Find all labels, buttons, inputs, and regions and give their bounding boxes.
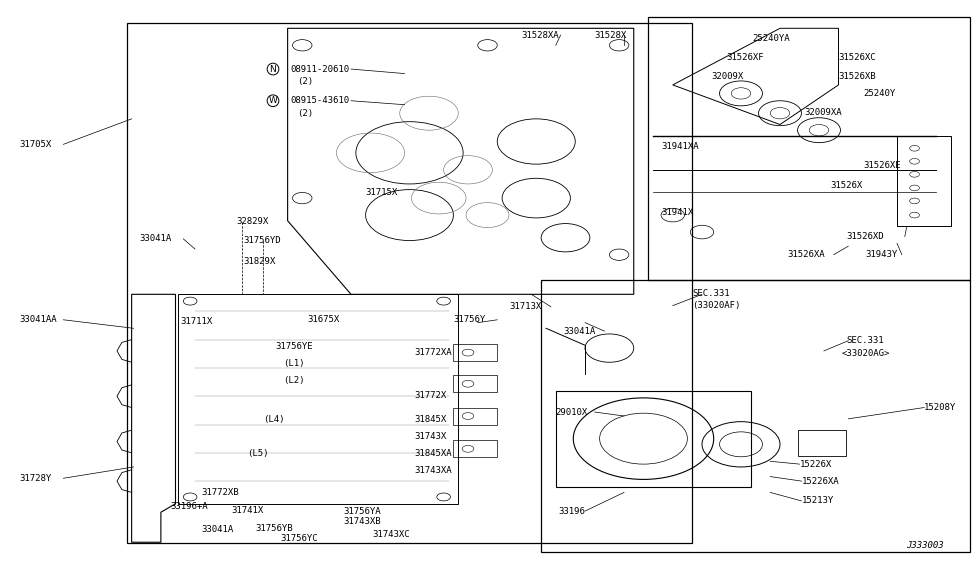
Text: 31526XA: 31526XA (788, 250, 826, 259)
Text: 31728Y: 31728Y (20, 474, 52, 483)
Text: N: N (270, 65, 276, 74)
Text: SEC.331: SEC.331 (846, 336, 884, 345)
Text: SEC.331: SEC.331 (692, 289, 730, 298)
Text: 15208Y: 15208Y (924, 403, 956, 412)
Text: 31743X: 31743X (414, 432, 447, 441)
Text: 31705X: 31705X (20, 140, 52, 149)
Text: 31845XA: 31845XA (414, 449, 452, 458)
Text: 31526X: 31526X (831, 181, 863, 190)
Bar (798, 430, 846, 456)
Text: 31829X: 31829X (244, 257, 276, 266)
Bar (453, 408, 497, 424)
Text: 31526XC: 31526XC (838, 53, 877, 62)
Text: (2): (2) (297, 109, 314, 118)
Text: 31772XB: 31772XB (202, 488, 240, 497)
Text: 31528XA: 31528XA (522, 31, 560, 40)
Text: 31711X: 31711X (180, 317, 213, 326)
Text: 31756YA: 31756YA (343, 507, 381, 516)
Text: 31526XB: 31526XB (838, 72, 877, 81)
Text: 31743XB: 31743XB (343, 517, 381, 526)
Text: 33196+A: 33196+A (171, 502, 209, 511)
Text: 31756YB: 31756YB (255, 524, 293, 533)
Text: 31715X: 31715X (366, 188, 398, 197)
Text: J333003: J333003 (906, 541, 944, 550)
Text: 31756YC: 31756YC (281, 534, 319, 543)
Text: 31526XD: 31526XD (846, 232, 884, 241)
Text: 33196: 33196 (559, 507, 586, 516)
Text: 31772XA: 31772XA (414, 348, 452, 357)
Text: 31756YD: 31756YD (244, 236, 282, 245)
Text: 31772X: 31772X (414, 391, 447, 400)
Text: 15213Y: 15213Y (801, 496, 834, 505)
Text: 31941XA: 31941XA (661, 142, 699, 151)
Bar (453, 375, 497, 392)
Bar (453, 344, 497, 361)
Text: 31743XC: 31743XC (372, 530, 410, 539)
Text: 31845X: 31845X (414, 415, 447, 424)
Text: 15226XA: 15226XA (801, 477, 839, 486)
Bar (897, 136, 951, 226)
Text: (2): (2) (297, 77, 314, 86)
Text: 31741X: 31741X (231, 506, 263, 515)
Text: 33041AA: 33041AA (20, 315, 58, 324)
Bar (453, 440, 497, 457)
Text: 31756Y: 31756Y (453, 315, 486, 324)
Text: (L5): (L5) (247, 449, 268, 458)
Text: 33041A: 33041A (139, 234, 172, 243)
Text: 31526XE: 31526XE (863, 161, 901, 170)
Text: 33041A: 33041A (564, 327, 596, 336)
Text: (L4): (L4) (263, 415, 285, 424)
Text: 31675X: 31675X (307, 315, 339, 324)
Text: <33020AG>: <33020AG> (841, 349, 890, 358)
Text: (33020AF): (33020AF) (692, 301, 741, 310)
Text: 32829X: 32829X (236, 217, 268, 226)
Text: (L1): (L1) (283, 359, 304, 368)
Text: 31743XA: 31743XA (414, 466, 452, 475)
Text: 25240Y: 25240Y (863, 89, 895, 98)
Text: 33041A: 33041A (202, 525, 234, 534)
Text: 15226X: 15226X (800, 460, 832, 469)
Text: 25240YA: 25240YA (753, 34, 791, 43)
Text: 29010X: 29010X (556, 408, 588, 417)
Text: 31526XF: 31526XF (726, 53, 764, 62)
Text: 08911-20610: 08911-20610 (291, 65, 350, 74)
Bar (556, 391, 751, 487)
Text: 32009XA: 32009XA (804, 108, 842, 117)
Text: 31713X: 31713X (509, 302, 541, 311)
Text: 08915-43610: 08915-43610 (291, 96, 350, 105)
Text: 31528X: 31528X (595, 31, 627, 40)
Text: (L2): (L2) (283, 376, 304, 385)
Text: 31943Y: 31943Y (866, 250, 898, 259)
Text: 31941X: 31941X (661, 208, 693, 217)
Text: W: W (268, 96, 278, 105)
Text: 31756YE: 31756YE (275, 342, 313, 351)
Text: 32009X: 32009X (712, 72, 744, 81)
